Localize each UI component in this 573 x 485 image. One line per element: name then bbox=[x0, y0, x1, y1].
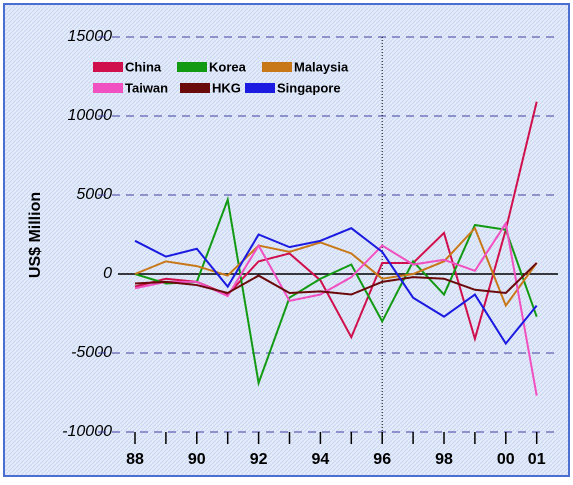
y-tick-label: 10000 bbox=[68, 107, 113, 124]
legend-swatch bbox=[262, 62, 292, 72]
legend-label: HKG bbox=[212, 80, 241, 95]
series-line bbox=[134, 262, 538, 296]
x-tick-label: 01 bbox=[528, 451, 546, 468]
legend-label: Singapore bbox=[277, 80, 341, 95]
series-line bbox=[134, 226, 538, 308]
background bbox=[3, 3, 570, 477]
legend-swatch bbox=[177, 62, 207, 72]
legend-label: Korea bbox=[209, 59, 247, 74]
x-tick-label: 00 bbox=[497, 451, 515, 468]
x-tick-label: 88 bbox=[126, 451, 144, 468]
legend-swatch bbox=[93, 62, 123, 72]
legend-swatch bbox=[93, 83, 123, 93]
y-axis-label: US$ Million bbox=[27, 192, 44, 278]
legend-label: China bbox=[125, 59, 162, 74]
y-tick-label: 5000 bbox=[76, 186, 112, 203]
legend-label: Malaysia bbox=[294, 59, 349, 74]
series-line bbox=[134, 227, 538, 346]
y-tick-label: -10000 bbox=[62, 423, 112, 440]
legend-label: Taiwan bbox=[125, 80, 168, 95]
y-tick-label: 15000 bbox=[68, 28, 113, 45]
x-tick-label: 92 bbox=[250, 451, 268, 468]
series-line bbox=[134, 220, 538, 396]
x-tick-label: 96 bbox=[373, 451, 391, 468]
x-tick-label: 90 bbox=[188, 451, 206, 468]
x-tick-label: 98 bbox=[435, 451, 453, 468]
x-tick-label: 94 bbox=[312, 451, 330, 468]
legend-swatch bbox=[245, 83, 275, 93]
y-tick-label: -5000 bbox=[71, 344, 112, 361]
y-tick-label: 0 bbox=[103, 265, 112, 282]
legend-swatch bbox=[180, 83, 210, 93]
